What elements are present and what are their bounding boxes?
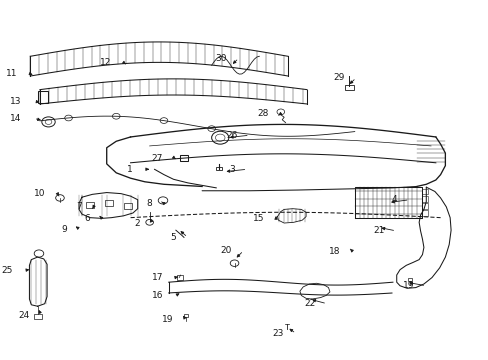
Text: 16: 16	[152, 291, 163, 300]
Bar	[183, 314, 187, 317]
Text: 21: 21	[372, 226, 384, 235]
Text: 2: 2	[134, 219, 140, 228]
Bar	[34, 314, 42, 319]
Text: 26: 26	[226, 131, 237, 140]
Bar	[421, 203, 427, 209]
Text: 10: 10	[34, 189, 45, 198]
Bar	[105, 201, 113, 206]
Text: 27: 27	[151, 154, 163, 163]
Text: 25: 25	[1, 266, 12, 275]
Text: 6: 6	[84, 214, 90, 223]
Bar	[177, 275, 183, 280]
Text: 13: 13	[10, 96, 22, 105]
Bar	[179, 155, 188, 161]
Text: 15: 15	[252, 214, 264, 223]
Text: 11: 11	[5, 69, 17, 78]
Text: 18: 18	[328, 247, 340, 256]
Text: 19: 19	[162, 315, 173, 324]
Bar	[421, 189, 427, 194]
Text: 5: 5	[170, 233, 176, 242]
Text: 3: 3	[229, 165, 235, 174]
Bar	[421, 196, 427, 202]
Bar	[38, 91, 48, 103]
Text: 8: 8	[146, 199, 152, 208]
Text: 4: 4	[391, 195, 397, 204]
Text: 17: 17	[151, 273, 163, 282]
Text: 22: 22	[303, 299, 314, 308]
Bar	[86, 202, 94, 208]
Text: 29: 29	[332, 73, 344, 82]
Bar	[407, 278, 411, 281]
Text: 23: 23	[272, 329, 284, 338]
Text: 14: 14	[10, 114, 22, 123]
Bar	[216, 167, 221, 170]
Text: 30: 30	[215, 54, 226, 63]
Text: 19: 19	[402, 281, 413, 290]
Bar	[124, 203, 132, 209]
Bar	[421, 211, 427, 216]
Text: 24: 24	[18, 311, 29, 320]
Text: 28: 28	[257, 109, 268, 118]
Text: 20: 20	[220, 246, 231, 255]
Text: 12: 12	[100, 58, 111, 67]
Text: 7: 7	[76, 202, 81, 211]
Text: 1: 1	[127, 165, 133, 174]
Text: 9: 9	[61, 225, 67, 234]
Bar	[345, 85, 353, 90]
